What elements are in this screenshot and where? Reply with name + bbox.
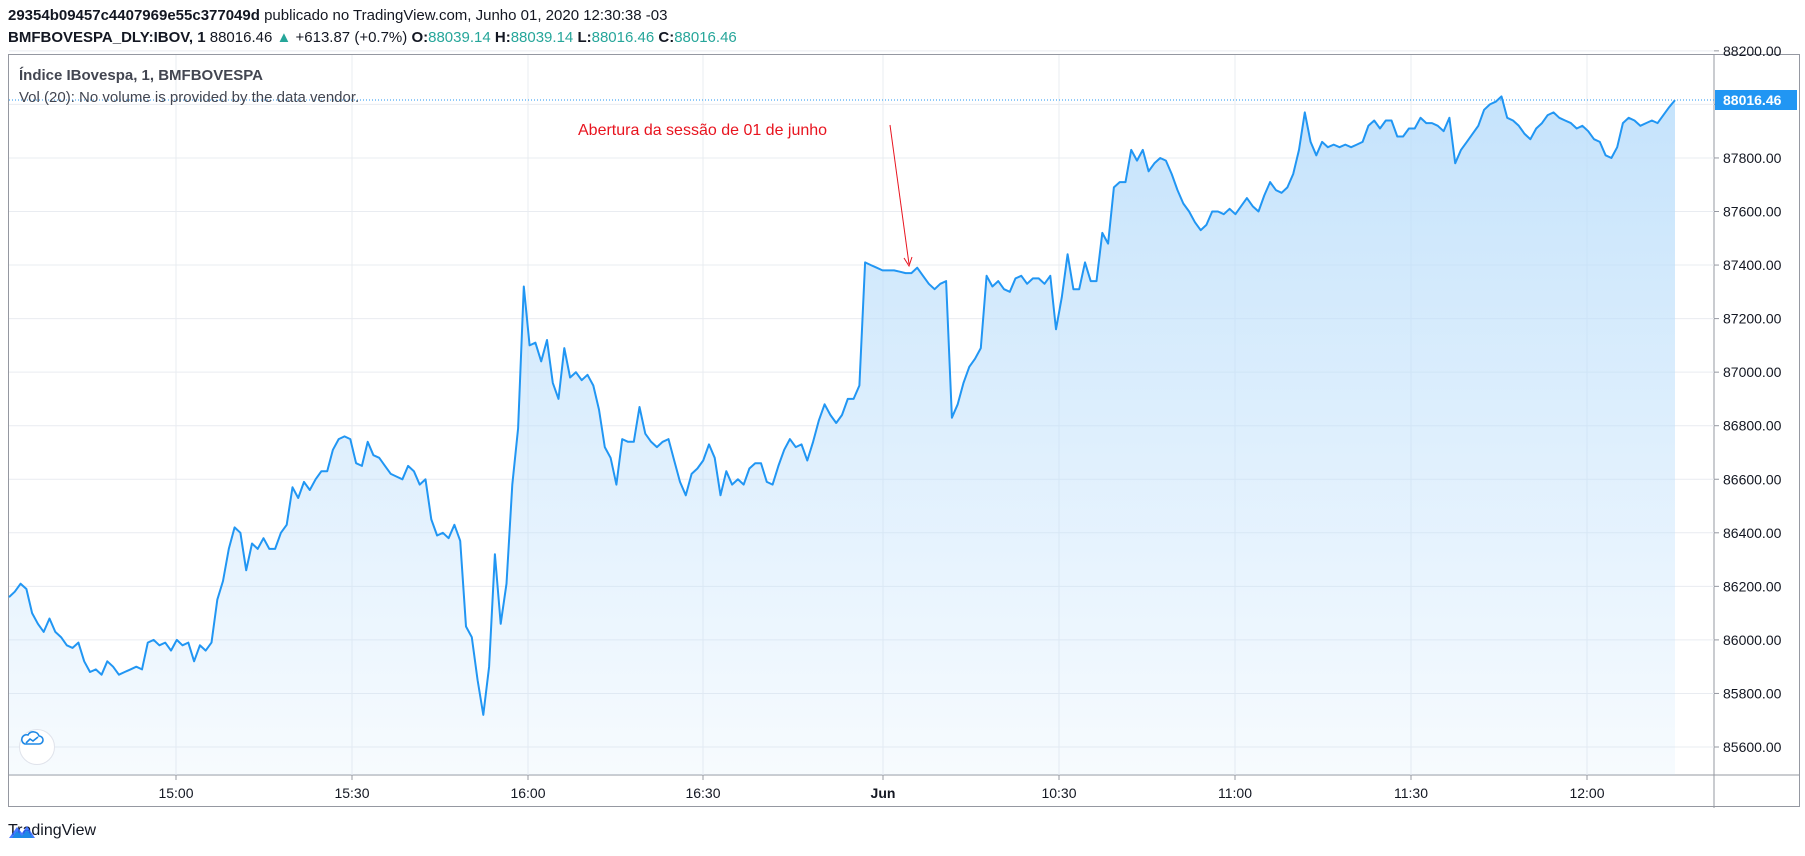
high-value: 88039.14: [510, 29, 574, 46]
chart-frame[interactable]: [8, 54, 1800, 807]
tradingview-badge[interactable]: [19, 729, 55, 765]
price-tick-label: 87800.00: [1723, 150, 1782, 166]
time-tick-label: Jun: [871, 785, 896, 801]
last-price-tag-label: 88016.46: [1723, 92, 1782, 108]
ohlc-header: BMFBOVESPA_DLY:IBOV, 1 88016.46 ▲ +613.8…: [8, 29, 737, 46]
price-tick-label: 85800.00: [1723, 685, 1782, 701]
price-tick-label: 87400.00: [1723, 257, 1782, 273]
last-price-tag: [1715, 90, 1797, 110]
last-price: 88016.46: [209, 29, 273, 46]
price-tick-label: 87600.00: [1723, 204, 1782, 220]
price-area-fill: [9, 96, 1675, 775]
close-value: 88016.46: [674, 29, 737, 46]
tradingview-logo-icon: [9, 826, 35, 838]
symbol-label: BMFBOVESPA_DLY:IBOV, 1: [8, 29, 206, 46]
time-tick-label: 11:30: [1394, 785, 1428, 801]
publish-text: publicado no TradingView.com, Junho 01, …: [259, 7, 668, 24]
price-tick-label: 86400.00: [1723, 525, 1782, 541]
low-value: 88016.46: [591, 29, 655, 46]
price-tick-label: 87200.00: [1723, 311, 1782, 327]
price-tick-label: 86000.00: [1723, 632, 1782, 648]
time-tick-label: 15:00: [158, 785, 193, 801]
time-tick-label: 16:00: [510, 785, 545, 801]
price-tick-label: 85600.00: [1723, 739, 1782, 755]
publish-info: 29354b09457c4407969e55c377049d publicado…: [8, 7, 667, 24]
price-change: +613.87 (+0.7%): [295, 29, 408, 46]
low-label: L:: [577, 29, 592, 46]
time-axis: 15:00 15:30 16:00 16:30 Jun 10:30 11:00 11:30 12…: [158, 775, 1605, 801]
close-label: C:: [658, 29, 675, 46]
time-tick-label: 16:30: [685, 785, 720, 801]
publish-id: 29354b09457c4407969e55c377049d: [8, 7, 260, 24]
price-area: [8, 95, 1714, 775]
time-tick-label: 15:30: [334, 785, 369, 801]
time-tick-label: 10:30: [1041, 785, 1076, 801]
price-line: [8, 95, 1676, 716]
time-tick-label: 11:00: [1218, 785, 1252, 801]
open-label: O:: [411, 29, 429, 46]
footer-logo[interactable]: TradingView: [8, 822, 96, 840]
annotation-layer: Abertura da sessão de 01 de junho: [578, 122, 913, 268]
time-tick-label: 12:00: [1569, 785, 1604, 801]
price-tick-label: 86800.00: [1723, 418, 1782, 434]
cloud-icon: [21, 731, 44, 745]
price-axis: 85600.00 85800.00 86000.00 86200.00 86400.00…: [1714, 43, 1797, 755]
up-arrow-icon: ▲: [276, 29, 292, 46]
price-tick-label: 88200.00: [1723, 43, 1782, 59]
annotation-text: Abertura da sessão de 01 de junho: [578, 122, 827, 139]
price-tick-label: 87000.00: [1723, 364, 1782, 380]
legend-volume: Vol (20): No volume is provided by the d…: [19, 89, 360, 106]
price-tick-label: 86200.00: [1723, 578, 1782, 594]
open-value: 88039.14: [428, 29, 491, 46]
price-tick-label: 86600.00: [1723, 471, 1782, 487]
high-label: H:: [494, 29, 511, 46]
legend-title: Índice IBovespa, 1, BMFBOVESPA: [19, 67, 263, 84]
annotation-arrow-head: [903, 256, 913, 268]
annotation-arrow: [889, 124, 910, 265]
